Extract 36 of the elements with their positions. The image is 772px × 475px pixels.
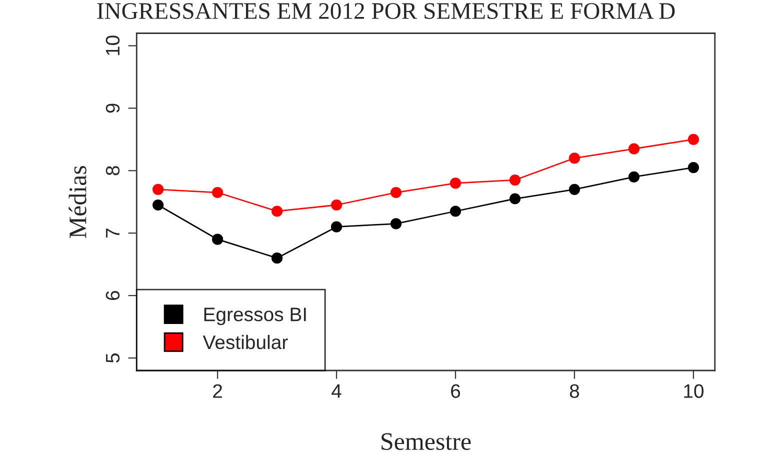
point [688,134,700,145]
point [688,162,700,174]
point [509,174,521,186]
point [509,193,521,204]
x-axis-title: Semestre [382,433,471,450]
y-tick-label: 10 [106,36,120,56]
x-tick-label: 2 [213,384,222,398]
point [212,234,224,245]
y-tick-label: 8 [106,166,120,176]
point [152,184,164,195]
x-tick-label: 4 [332,384,342,398]
point [212,186,224,198]
point [271,252,283,264]
legend-label: Vestibular [202,334,288,350]
point [271,206,283,217]
chart-title: INGRESSANTES EM 2012 POR SEMESTRE E FORMA D [97,3,675,19]
point [152,199,164,211]
point [390,186,402,198]
point [628,171,640,182]
y-axis-title: Médias [68,166,86,238]
point [450,178,462,189]
y-tick-label: 6 [106,291,120,300]
x-tick-label: 8 [570,384,580,398]
legend-label: Egressos BI [204,308,306,326]
point [330,199,342,211]
point [628,143,640,154]
x-tick-label: 6 [451,384,460,398]
y-tick-label: 5 [106,353,120,363]
y-tick-label: 9 [106,104,120,113]
point [390,218,402,230]
point [568,184,580,195]
y-tick-label: 7 [106,228,120,238]
point [450,206,462,217]
x-tick-label: 10 [684,384,704,398]
point [568,152,580,164]
point [330,221,342,232]
